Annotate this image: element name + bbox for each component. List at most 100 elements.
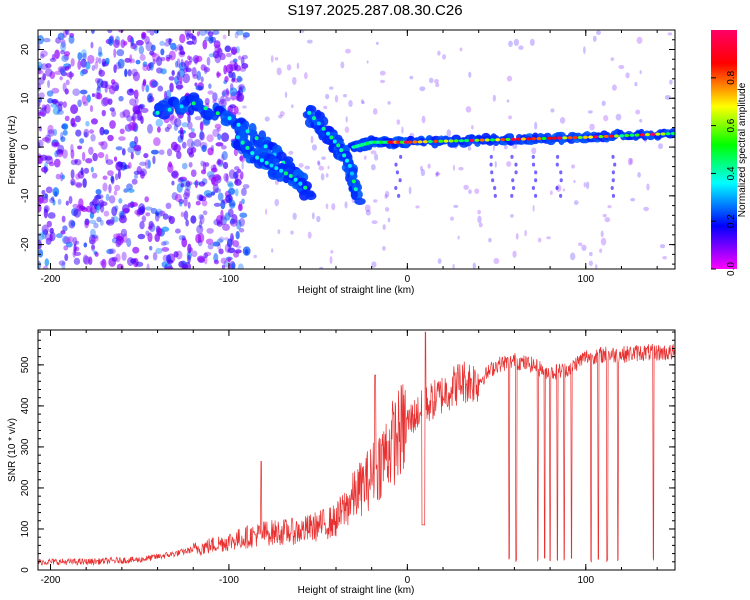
spectrogram-blob (290, 230, 294, 235)
spectrogram-blob (167, 107, 172, 112)
spectrogram-blob (276, 67, 282, 76)
spectrogram-blob (200, 121, 204, 132)
spectrogram-blob (417, 140, 423, 144)
spectrogram-blob (242, 184, 250, 189)
snr-x-axis-label: Height of straight line (km) (298, 585, 415, 596)
spectrogram-blob (179, 46, 185, 55)
spectrogram-blob (304, 72, 308, 80)
spectrogram-blob (366, 60, 369, 64)
spectrogram-blob (342, 94, 348, 98)
spectrogram-blob (235, 231, 240, 240)
spectrogram-blob (296, 62, 300, 70)
spectrogram-blob (305, 191, 317, 201)
spectrogram-blob (231, 262, 236, 269)
spectrogram-blob (228, 187, 236, 196)
spectrogram-blob (146, 93, 153, 103)
spectrogram-blob (238, 217, 245, 227)
spectrogram-blob (235, 90, 241, 96)
spectrogram-blob (199, 131, 205, 141)
spectrogram-blob (187, 113, 191, 124)
x-tick-label: 100 (577, 575, 594, 586)
spectrogram-blob (469, 138, 475, 143)
spectrogram-blob (245, 145, 250, 150)
spectrogram-blob (80, 167, 84, 176)
spectrogram-blob (96, 86, 102, 95)
spectrogram-blob (62, 30, 68, 39)
y-tick-label: 10 (20, 92, 31, 104)
spectrogram-blob (143, 152, 149, 159)
spectrogram-blob (152, 251, 158, 261)
spectrogram-blob (624, 133, 630, 138)
spectrogram-blob (38, 203, 42, 213)
spectrogram-blob (583, 46, 586, 54)
spectrogram-blob (72, 249, 76, 258)
spectrogram-blob (70, 169, 75, 180)
spectrogram-blob (304, 165, 311, 170)
spectrogram-blob (224, 96, 231, 102)
spectrogram-blob (489, 154, 493, 159)
spectrogram-blob (95, 194, 104, 200)
spectrogram-blob (108, 36, 114, 46)
spectrogram-blob (245, 129, 250, 134)
spectrogram-blob (364, 204, 371, 212)
spectrogram-blob (203, 252, 209, 259)
spectrogram-blob (594, 264, 598, 269)
spectrogram-blob (655, 132, 661, 136)
spectrogram-blob (54, 142, 60, 147)
spectrogram-blob (107, 170, 114, 177)
spectrogram-blob (227, 182, 234, 188)
spectrogram-blob (157, 85, 164, 92)
spectrogram-blob (610, 186, 614, 191)
spectrogram-blob (477, 215, 482, 224)
spectrogram-blob (213, 259, 219, 265)
spectrogram-blob (75, 182, 83, 189)
spectrogram-blob (344, 126, 350, 133)
spectrogram-blob (49, 227, 54, 234)
spectrogram-blob (94, 61, 99, 70)
spectrogram-blob (179, 201, 183, 207)
spectrogram-blob (207, 90, 214, 95)
spectrogram-blob (339, 148, 344, 153)
spectrogram-blob (133, 144, 142, 152)
spectrogram-blob (207, 147, 214, 156)
spectrogram-blob (138, 45, 145, 55)
spectrogram-blob (227, 257, 231, 263)
spectrogram-blob (122, 233, 128, 244)
spectrogram-blob (144, 255, 149, 260)
spectrogram-blob (190, 215, 197, 224)
spectrogram-blob (98, 57, 102, 64)
spectrogram-blob (419, 165, 423, 171)
spectrogram-blob (229, 218, 235, 225)
spectrogram-blob (611, 154, 615, 159)
spectrogram-blob (61, 54, 69, 62)
spectrogram-blob (185, 32, 190, 41)
spectrogram-blob (493, 257, 500, 265)
spectrogram-blob (171, 192, 178, 201)
spectrogram-blob (174, 118, 182, 128)
spectrogram-blob (488, 237, 492, 243)
spectrogram-blob (227, 116, 232, 121)
spectrogram-blob (202, 210, 208, 216)
spectrogram-blob (137, 104, 143, 110)
colorbar-tick-label: 0.0 (726, 262, 737, 276)
y-tick-label: 200 (20, 479, 31, 496)
spectrogram-blob (207, 243, 214, 250)
spectrogram-blob (182, 73, 191, 84)
spectrogram-blob (458, 139, 464, 143)
spectrogram-blob (144, 196, 150, 203)
spectrogram-blob (138, 203, 146, 213)
spectrogram-blob (96, 86, 100, 91)
spectrogram-blob (126, 237, 132, 248)
spectrogram-blob (99, 219, 104, 226)
spectrogram-blob (38, 61, 43, 71)
spectrogram-blob (46, 220, 52, 228)
spectrogram-blob (85, 157, 93, 164)
spectrogram-blob (317, 161, 321, 167)
x-tick-label: 0 (405, 274, 411, 285)
spectrogram-blob (191, 35, 197, 41)
spectrogram-blob (316, 215, 321, 223)
spectrogram-blob (76, 204, 85, 212)
spectrogram-blob (374, 153, 379, 161)
spectrogram-blob (220, 154, 225, 162)
